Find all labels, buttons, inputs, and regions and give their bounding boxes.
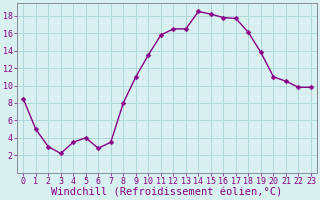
X-axis label: Windchill (Refroidissement éolien,°C): Windchill (Refroidissement éolien,°C) bbox=[52, 187, 283, 197]
